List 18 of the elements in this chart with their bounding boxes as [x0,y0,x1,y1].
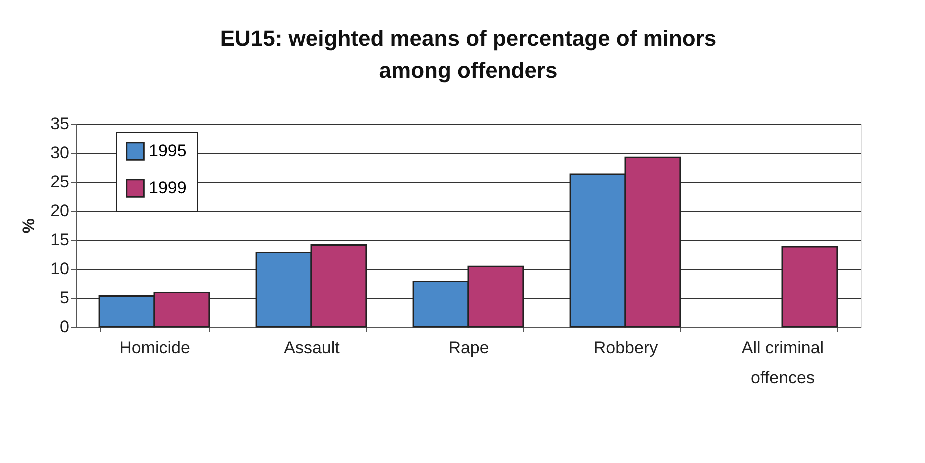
x-tick-label: Assault [284,338,340,358]
y-tick-label: 30 [50,144,70,162]
y-tick-label: 25 [50,172,70,192]
x-tick-label: Robbery [594,338,659,358]
y-tick-label: 10 [50,260,70,278]
x-tick-label: All criminal offences [742,338,824,388]
bar [782,246,838,328]
y-tick-label: 15 [50,230,70,250]
x-tick-label: Homicide [120,338,190,358]
y-tick-label: 0 [60,318,70,336]
legend-label: 1999 [149,178,187,198]
y-tick-label: 35 [50,114,70,134]
x-tick-label: Rape [448,338,490,358]
chart-title: EU15: weighted means of percentage of minors among offenders [220,26,717,83]
legend-label: 1995 [149,142,187,160]
y-tick-label: 5 [60,288,70,308]
y-tick-label: 20 [50,202,70,220]
y-axis-title: % [20,218,39,234]
